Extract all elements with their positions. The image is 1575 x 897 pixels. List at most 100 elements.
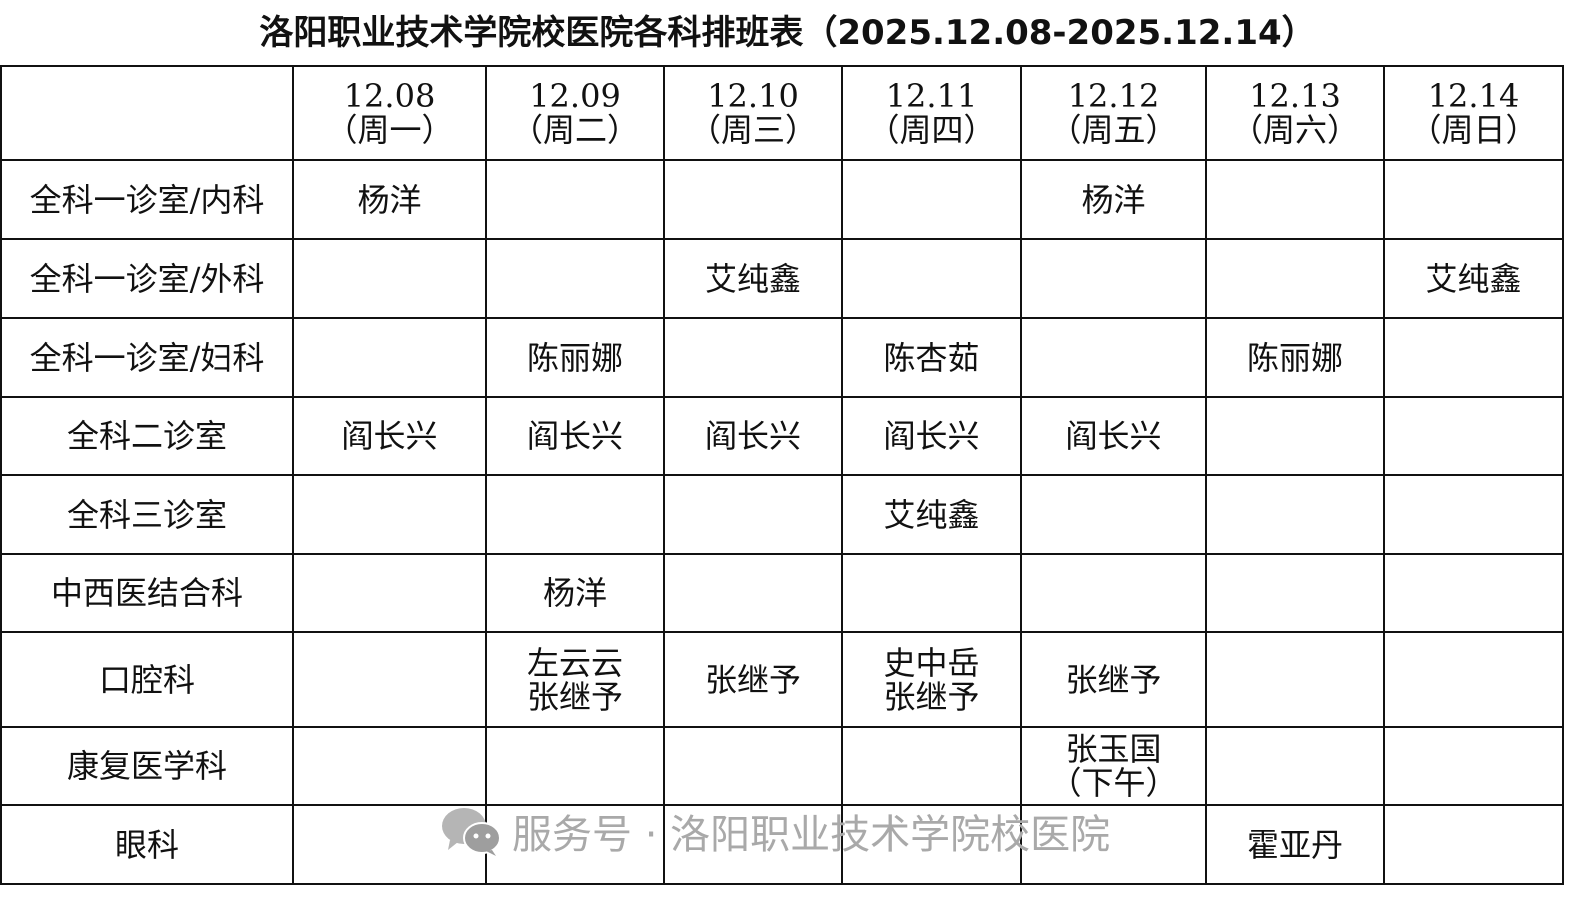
doctor-name: 阎长兴 — [704, 417, 801, 455]
shift-cell — [1205, 726, 1385, 806]
shift-cell: 史中岳 张继予 — [841, 631, 1022, 728]
table-row: 全科二诊室 阎长兴 阎长兴 阎长兴 阎长兴 阎长兴 — [0, 396, 1564, 476]
date-label: 12.12 — [1067, 77, 1160, 115]
shift-cell — [485, 474, 665, 555]
department-cell: 康复医学科 — [0, 726, 294, 806]
shift-cell — [1205, 553, 1385, 633]
weekday-label: （周四） — [867, 111, 996, 149]
shift-cell — [841, 553, 1022, 633]
table-row: 全科一诊室/内科 杨洋 杨洋 — [0, 159, 1564, 240]
date-label: 12.08 — [343, 77, 436, 115]
doctor-name: 陈丽娜 — [526, 338, 623, 377]
corner-cell — [0, 65, 294, 161]
doctor-name: 陈杏茹 — [883, 338, 980, 377]
header-row: 12.08 （周一） 12.09 （周二） 12.10 （周三） 12.11 （周四） 12.1… — [0, 65, 1564, 161]
doctor-name: 史中岳 — [883, 643, 980, 682]
table-row: 中西医结合科 杨洋 — [0, 553, 1564, 633]
shift-cell — [1020, 553, 1207, 633]
shift-cell — [663, 474, 843, 555]
date-header: 12.13 （周六） — [1205, 65, 1385, 161]
shift-cell: 陈丽娜 — [485, 317, 665, 398]
department-cell: 全科一诊室/妇科 — [0, 317, 294, 398]
weekday-label: （周五） — [1049, 111, 1178, 149]
doctor-name: 艾纯鑫 — [1425, 259, 1522, 298]
doctor-name: 陈丽娜 — [1246, 338, 1343, 377]
doctor-name: 艾纯鑫 — [704, 259, 801, 298]
date-header: 12.14 （周日） — [1383, 65, 1564, 161]
shift-cell — [1383, 631, 1564, 728]
shift-cell — [292, 238, 487, 319]
shift-cell: 艾纯鑫 — [1383, 238, 1564, 319]
shift-cell: 阎长兴 — [841, 396, 1022, 476]
shift-cell — [841, 159, 1022, 240]
department-cell: 眼科 — [0, 804, 294, 885]
shift-cell: 艾纯鑫 — [663, 238, 843, 319]
shift-cell — [1383, 317, 1564, 398]
shift-cell: 杨洋 — [292, 159, 487, 240]
weekday-label: （周三） — [688, 111, 817, 149]
date-header: 12.11 （周四） — [841, 65, 1022, 161]
doctor-name: 阎长兴 — [526, 417, 623, 455]
shift-cell: 杨洋 — [485, 553, 665, 633]
doctor-name: 杨洋 — [357, 180, 422, 219]
date-label: 12.11 — [885, 77, 978, 115]
table-row: 全科一诊室/妇科 陈丽娜 陈杏茹 陈丽娜 — [0, 317, 1564, 398]
shift-cell — [663, 553, 843, 633]
doctor-name: 杨洋 — [1081, 180, 1146, 219]
shift-cell: 阎长兴 — [485, 396, 665, 476]
shift-cell — [485, 159, 665, 240]
weekday-label: （周二） — [510, 111, 639, 149]
shift-cell — [485, 238, 665, 319]
shift-cell — [1383, 804, 1564, 885]
date-header: 12.09 （周二） — [485, 65, 665, 161]
shift-cell — [1383, 553, 1564, 633]
shift-cell: 杨洋 — [1020, 159, 1207, 240]
table-row: 口腔科 左云云 张继予 张继予 史中岳 张继予 张继予 — [0, 631, 1564, 728]
watermark-text: 服务号 · 洛阳职业技术学院校医院 — [512, 812, 1111, 858]
shift-cell — [1205, 631, 1385, 728]
doctor-name: 霍亚丹 — [1246, 825, 1343, 864]
doctor-name: 阎长兴 — [1065, 417, 1162, 455]
shift-cell — [841, 238, 1022, 319]
shift-cell — [1383, 726, 1564, 806]
shift-cell — [1020, 474, 1207, 555]
date-label: 12.10 — [707, 77, 799, 115]
table-row: 康复医学科 张玉国 （下午） — [0, 726, 1564, 806]
doctor-name: 张玉国 — [1065, 730, 1162, 768]
shift-cell — [663, 159, 843, 240]
date-label: 12.09 — [529, 77, 621, 115]
department-cell: 中西医结合科 — [0, 553, 294, 633]
department-cell: 全科一诊室/内科 — [0, 159, 294, 240]
doctor-name: 艾纯鑫 — [883, 495, 980, 534]
shift-cell — [841, 804, 1022, 885]
shift-cell — [292, 474, 487, 555]
shift-cell: 张继予 — [663, 631, 843, 728]
weekday-label: （周一） — [325, 111, 454, 149]
table-row: 全科三诊室 艾纯鑫 — [0, 474, 1564, 555]
shift-cell: 阎长兴 — [1020, 396, 1207, 476]
shift-cell: 艾纯鑫 — [841, 474, 1022, 555]
shift-cell — [1383, 396, 1564, 476]
shift-cell: 陈杏茹 — [841, 317, 1022, 398]
doctor-name: 张继予 — [1065, 660, 1162, 699]
doctor-name: 张继予 — [526, 677, 623, 716]
shift-cell — [663, 726, 843, 806]
date-header: 12.10 （周三） — [663, 65, 843, 161]
shift-cell — [1020, 317, 1207, 398]
shift-cell — [663, 317, 843, 398]
doctor-name: 张继予 — [704, 660, 801, 699]
department-cell: 口腔科 — [0, 631, 294, 728]
department-cell: 全科三诊室 — [0, 474, 294, 555]
doctor-name: 阎长兴 — [883, 417, 980, 455]
doctor-name: 左云云 — [526, 643, 623, 682]
shift-cell: 阎长兴 — [292, 396, 487, 476]
shift-cell — [1205, 474, 1385, 555]
shift-cell — [1383, 474, 1564, 555]
shift-cell — [1205, 396, 1385, 476]
shift-cell — [1020, 238, 1207, 319]
shift-cell — [292, 726, 487, 806]
shift-cell — [292, 317, 487, 398]
shift-cell — [292, 631, 487, 728]
schedule-table: 12.08 （周一） 12.09 （周二） 12.10 （周三） 12.11 （周四） 12.1… — [0, 65, 1564, 885]
doctor-name: 张继予 — [883, 677, 980, 716]
